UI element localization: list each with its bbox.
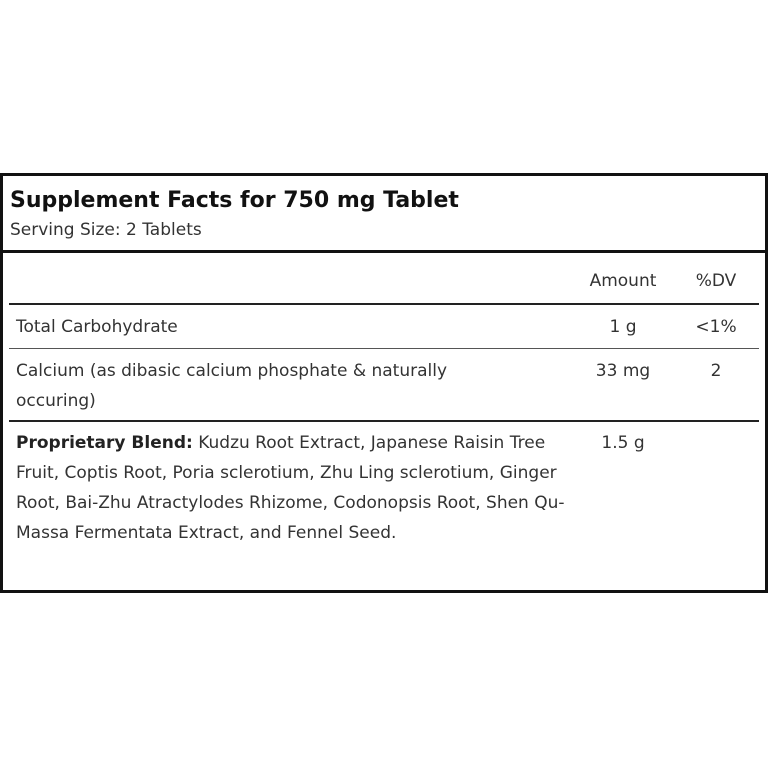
row-name: Calcium (as dibasic calcium phosphate & … xyxy=(16,361,448,411)
blend-amount: 1.5 g xyxy=(601,433,645,453)
panel-title: Supplement Facts for 750 mg Tablet xyxy=(10,188,459,213)
serving-size: Serving Size: 2 Tablets xyxy=(10,220,202,240)
row-dv: 2 xyxy=(710,361,722,381)
title-section: Supplement Facts for 750 mg Tablet Servi… xyxy=(3,176,765,253)
blend-divider xyxy=(9,420,759,422)
amount-header: Amount xyxy=(589,271,657,291)
row-amount: 33 mg xyxy=(595,361,651,381)
supplement-facts-panel: Supplement Facts for 750 mg Tablet Servi… xyxy=(0,173,768,593)
header-divider xyxy=(9,303,759,305)
dv-header: %DV xyxy=(695,271,737,291)
row-amount: 1 g xyxy=(609,317,637,337)
blend-label: Proprietary Blend: xyxy=(16,433,193,453)
row-dv: <1% xyxy=(695,317,737,337)
proprietary-blend: Proprietary Blend: Kudzu Root Extract, J… xyxy=(16,428,566,548)
blend-ingredients: Kudzu Root Extract, Japanese Raisin Tree… xyxy=(16,433,565,543)
row-name: Total Carbohydrate xyxy=(16,317,178,337)
row-divider xyxy=(9,348,759,349)
